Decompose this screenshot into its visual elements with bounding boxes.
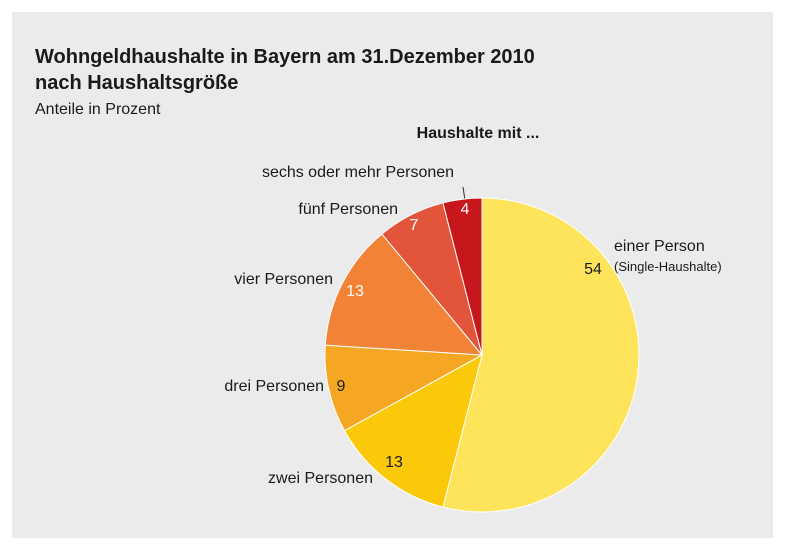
pie-slice: [442, 197, 640, 513]
category-label: zwei Personen: [268, 470, 373, 487]
pie-slice: [343, 354, 483, 508]
category-label: fünf Personen: [298, 201, 398, 218]
value-label: 13: [385, 454, 403, 471]
value-label: 9: [337, 378, 346, 395]
category-label: vier Personen: [234, 271, 333, 288]
chart-title: Wohngeldhaushalte in Bayern am 31.Dezemb…: [35, 46, 535, 68]
pie-slice: [442, 197, 483, 356]
category-label: sechs oder mehr Personen: [262, 164, 454, 181]
pie-title: Haushalte mit ...: [417, 125, 540, 142]
chart-title-line2: nach Haushaltsgröße: [35, 72, 238, 94]
value-label: 4: [461, 201, 470, 218]
category-label: einer Person: [614, 238, 705, 255]
value-label: 7: [410, 217, 419, 234]
annotation: (Single-Haushalte): [614, 259, 722, 274]
value-label: 54: [584, 261, 602, 278]
category-label: drei Personen: [224, 378, 324, 395]
pie-slice: [324, 233, 484, 356]
chart-subtitle: Anteile in Prozent: [35, 101, 161, 118]
value-label: 13: [346, 283, 364, 300]
pie-slice: [324, 344, 484, 432]
